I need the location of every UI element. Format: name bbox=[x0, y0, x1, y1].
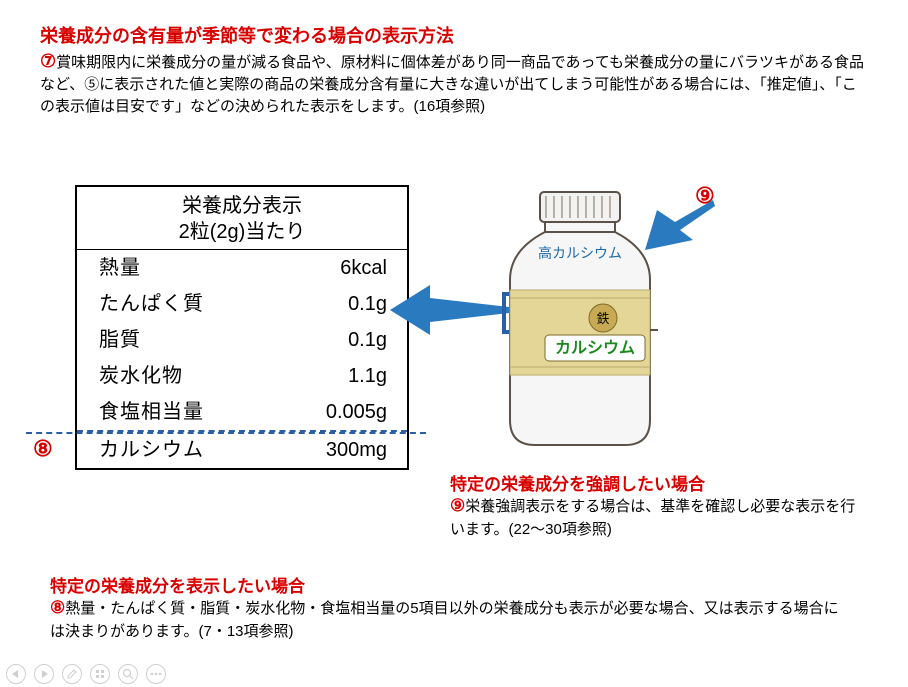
marker-8-text: ⑧ bbox=[33, 436, 53, 462]
table-row: 熱量 6kcal bbox=[77, 250, 407, 286]
row-value: 6kcal bbox=[340, 252, 387, 284]
nutrition-table-header: 栄養成分表示 2粒(2g)当たり bbox=[77, 187, 407, 250]
nutrition-title-line2: 2粒(2g)当たり bbox=[77, 219, 407, 245]
table-row-calcium: カルシウム 300mg bbox=[77, 430, 407, 468]
callout9-heading: 特定の栄養成分を強調したい場合 bbox=[450, 470, 705, 495]
zoom-icon[interactable] bbox=[118, 664, 138, 684]
section7-body-wrap: ⑦賞味期限内に栄養成分の量が減る食品や、原材料に個体差があり同一商品であっても栄… bbox=[40, 48, 870, 118]
bottle-badge-text: 鉄 bbox=[596, 311, 609, 326]
nutrition-title-line1: 栄養成分表示 bbox=[77, 193, 407, 219]
section7-body: 賞味期限内に栄養成分の量が減る食品や、原材料に個体差があり同一商品であっても栄養… bbox=[40, 54, 864, 115]
callout9-body: 栄養強調表示をする場合は、基準を確認し必要な表示を行います。(22～30項参照) bbox=[450, 498, 855, 538]
table-row: 脂質 0.1g bbox=[77, 322, 407, 358]
marker-7-icon: ⑦ bbox=[40, 48, 56, 74]
marker-8-icon: ⑧ bbox=[33, 436, 53, 462]
table-row: 食塩相当量 0.005g bbox=[77, 394, 407, 430]
section7-heading: 栄養成分の含有量が季節等で変わる場合の表示方法 bbox=[40, 22, 454, 48]
pen-icon[interactable] bbox=[62, 664, 82, 684]
callout8-body-wrap: ⑧熱量・たんぱく質・脂質・炭水化物・食塩相当量の5項目以外の栄養成分も表示が必要… bbox=[50, 596, 840, 642]
marker-8b-icon: ⑧ bbox=[50, 596, 65, 621]
row-label: カルシウム bbox=[99, 434, 204, 466]
row-value: 300mg bbox=[326, 434, 387, 466]
callout9-body-wrap: ⑨栄養強調表示をする場合は、基準を確認し必要な表示を行います。(22～30項参照… bbox=[450, 494, 860, 540]
row-label: 熱量 bbox=[99, 252, 141, 284]
row-value: 1.1g bbox=[348, 360, 387, 392]
row-label: 炭水化物 bbox=[99, 360, 183, 392]
bottle-illustration: 高カルシウム 鉄 カルシウム bbox=[490, 190, 670, 450]
callout8-heading: 特定の栄養成分を表示したい場合 bbox=[50, 572, 305, 597]
row-label: 脂質 bbox=[99, 324, 141, 356]
bottom-toolbar bbox=[0, 661, 206, 687]
more-icon[interactable] bbox=[146, 664, 166, 684]
next-icon[interactable] bbox=[34, 664, 54, 684]
table-row: 炭水化物 1.1g bbox=[77, 358, 407, 394]
bottle-top-label: 高カルシウム bbox=[538, 245, 622, 261]
dash-extension-line bbox=[26, 432, 426, 434]
row-label: 食塩相当量 bbox=[99, 396, 204, 428]
callout8-body: 熱量・たんぱく質・脂質・炭水化物・食塩相当量の5項目以外の栄養成分も表示が必要な… bbox=[50, 600, 839, 640]
row-value: 0.1g bbox=[348, 288, 387, 320]
grid-icon[interactable] bbox=[90, 664, 110, 684]
prev-icon[interactable] bbox=[6, 664, 26, 684]
marker-9b-icon: ⑨ bbox=[450, 494, 465, 519]
table-row: たんぱく質 0.1g bbox=[77, 286, 407, 322]
bottle-band-label: カルシウム bbox=[555, 339, 635, 357]
nutrition-table: 栄養成分表示 2粒(2g)当たり 熱量 6kcal たんぱく質 0.1g 脂質 … bbox=[75, 185, 409, 470]
row-label: たんぱく質 bbox=[99, 288, 204, 320]
row-value: 0.1g bbox=[348, 324, 387, 356]
row-value: 0.005g bbox=[326, 396, 387, 428]
